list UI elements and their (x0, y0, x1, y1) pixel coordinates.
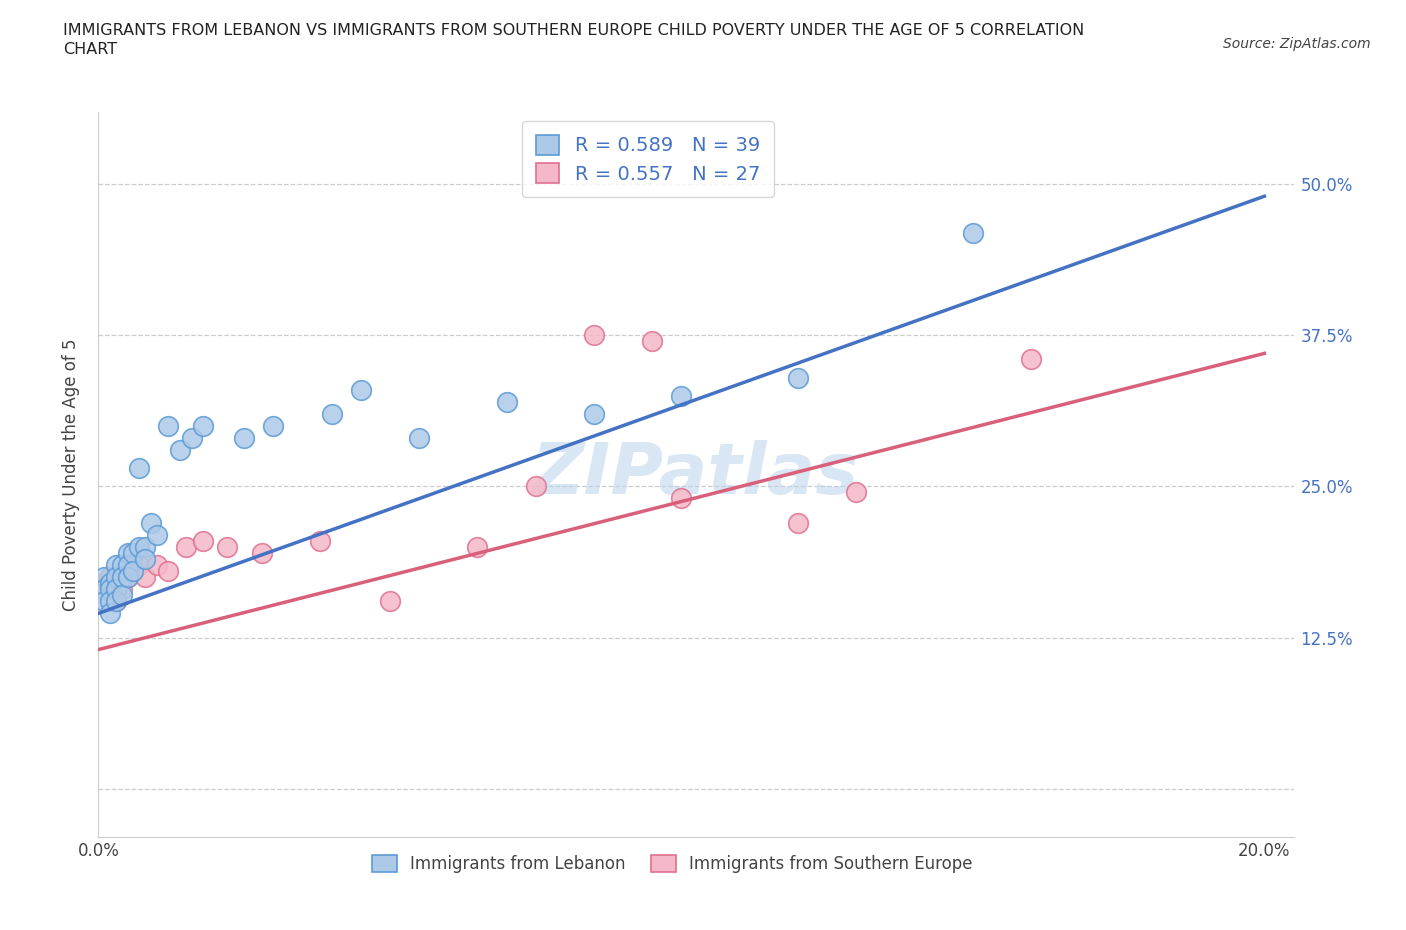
Point (845, 485, 868, 500)
Point (98, 582, 121, 597)
Point (350, 382, 373, 397)
Point (582, 406, 605, 421)
Point (117, 558, 139, 573)
Point (215, 539, 238, 554)
Point (117, 570, 139, 585)
Point (128, 461, 150, 476)
Point (134, 539, 156, 554)
Point (104, 570, 127, 585)
Point (180, 431, 202, 445)
Point (169, 443, 191, 458)
Point (233, 431, 256, 445)
Point (467, 539, 489, 554)
Point (117, 545, 139, 560)
Point (98, 576, 121, 591)
Point (671, 491, 693, 506)
Text: ZIPatlas: ZIPatlas (533, 440, 859, 509)
Point (262, 418, 284, 433)
Point (787, 370, 810, 385)
Point (250, 545, 273, 560)
Point (787, 515, 810, 530)
Point (93, 582, 115, 597)
Point (111, 582, 134, 597)
Text: CHART: CHART (63, 42, 117, 57)
Point (321, 406, 343, 421)
Point (139, 515, 162, 530)
Point (671, 389, 693, 404)
Point (1019, 352, 1042, 367)
Point (104, 594, 127, 609)
Point (111, 558, 134, 573)
Point (122, 545, 145, 560)
Point (122, 564, 145, 578)
Point (128, 558, 150, 573)
Y-axis label: Child Poverty Under the Age of 5: Child Poverty Under the Age of 5 (62, 338, 80, 611)
Point (408, 431, 430, 445)
Point (104, 570, 127, 585)
Point (193, 534, 215, 549)
Point (98, 570, 121, 585)
Point (145, 558, 167, 573)
Point (128, 539, 150, 554)
Point (111, 570, 134, 585)
Text: Source: ZipAtlas.com: Source: ZipAtlas.com (1223, 37, 1371, 51)
Point (122, 564, 145, 578)
Point (962, 225, 984, 240)
Point (134, 551, 156, 566)
Point (93, 576, 115, 591)
Point (98, 582, 121, 597)
Point (157, 564, 180, 578)
Point (157, 418, 180, 433)
Point (495, 394, 517, 409)
Point (641, 334, 664, 349)
Point (582, 328, 605, 343)
Point (174, 539, 197, 554)
Point (524, 479, 547, 494)
Point (104, 558, 127, 573)
Point (98, 606, 121, 621)
Point (117, 570, 139, 585)
Point (309, 534, 332, 549)
Point (104, 594, 127, 609)
Legend: Immigrants from Lebanon, Immigrants from Southern Europe: Immigrants from Lebanon, Immigrants from… (366, 848, 979, 880)
Point (98, 594, 121, 609)
Point (111, 588, 134, 603)
Point (93, 570, 115, 585)
Point (193, 418, 215, 433)
Point (93, 594, 115, 609)
Point (378, 594, 401, 609)
Text: IMMIGRANTS FROM LEBANON VS IMMIGRANTS FROM SOUTHERN EUROPE CHILD POVERTY UNDER T: IMMIGRANTS FROM LEBANON VS IMMIGRANTS FR… (63, 23, 1084, 38)
Point (134, 570, 156, 585)
Point (104, 582, 127, 597)
Point (93, 582, 115, 597)
Point (145, 527, 167, 542)
